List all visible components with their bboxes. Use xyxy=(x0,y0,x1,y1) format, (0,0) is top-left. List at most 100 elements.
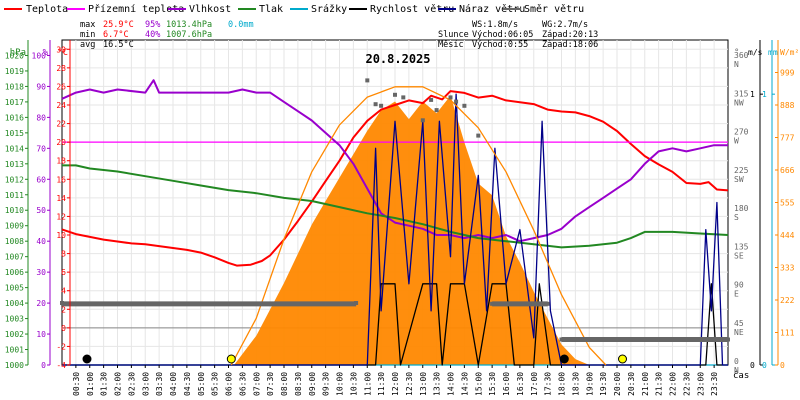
x-tick-label: 07:00 xyxy=(252,372,261,396)
wind-direction-point xyxy=(462,103,467,108)
series-slunecni-zareni-area xyxy=(234,95,590,365)
axis-tick-label: 777 xyxy=(780,134,795,143)
stat-sunset: Západ:20:13 xyxy=(542,30,598,40)
axis-tick-label: 180 xyxy=(734,204,749,213)
axis-tick-label: 45 xyxy=(734,319,744,328)
axis-tick-label: 1018 xyxy=(5,82,24,91)
x-tick-label: 03:00 xyxy=(141,372,150,396)
axis-tick-label: 30 xyxy=(36,268,46,277)
legend-teplota: Teplota xyxy=(26,4,68,15)
axis-tick-label: 555 xyxy=(780,199,795,208)
legend-swatch-naraz-vetru xyxy=(438,8,456,10)
x-tick-label: 09:00 xyxy=(308,372,317,396)
axis-tick-label: 20 xyxy=(36,299,46,308)
axis-tick-label: 1017 xyxy=(5,98,24,107)
axis-tick-label: 135 xyxy=(734,242,749,251)
axis-tick-label: 270 xyxy=(734,128,749,137)
x-tick-label: 01:00 xyxy=(86,372,95,396)
axis-unit: ° xyxy=(734,48,739,58)
axis-tick-label: 1013 xyxy=(5,160,24,169)
legend-swatch-teplota xyxy=(4,8,22,10)
x-tick-label: 08:30 xyxy=(294,372,303,396)
x-tick-label: 02:00 xyxy=(114,372,123,396)
stat-temp-min: 6.7°C xyxy=(103,30,129,40)
x-tick-label: 06:00 xyxy=(225,372,234,396)
wind-direction-point xyxy=(393,92,397,97)
wind-direction-points xyxy=(60,78,730,343)
x-tick-label: 12:00 xyxy=(391,372,400,396)
x-tick-label: 04:30 xyxy=(183,372,192,396)
x-tick-label: 01:30 xyxy=(100,372,109,396)
axis-tick-name: N xyxy=(734,366,739,375)
stat-avg-label: avg xyxy=(80,40,95,50)
legend-srazky: Srážky xyxy=(311,3,347,15)
axis-tick-label: 16 xyxy=(56,175,66,184)
series-naraz-vetru xyxy=(62,93,728,366)
axis-unit: mm xyxy=(768,48,778,57)
axis-tick-label: 100 xyxy=(32,51,47,60)
legend-swatch-rychlost-vetru xyxy=(349,8,367,10)
x-tick-label: 10:00 xyxy=(336,372,345,396)
axis-tick-label: 1011 xyxy=(5,191,24,200)
axis-tick-label: 22 xyxy=(56,120,66,129)
x-tick-label: 02:30 xyxy=(127,372,136,396)
axis-tick-label: 24 xyxy=(56,101,66,110)
legend: Teplota Přízemní teplota Vlhkost Tlak Sr… xyxy=(4,3,584,15)
wind-direction-point xyxy=(476,133,481,138)
stat-ws: WS:1.8m/s xyxy=(472,20,518,30)
legend-prizemni-teplota: Přízemní teplota xyxy=(88,3,184,15)
wind-direction-point xyxy=(490,301,495,306)
axis-tick-label: 1010 xyxy=(5,206,24,215)
x-tick-label: 19:00 xyxy=(585,372,594,396)
legend-vlhkost: Vlhkost xyxy=(189,4,231,15)
x-tick-label: 15:00 xyxy=(474,372,483,396)
axis-tick-label: 8 xyxy=(61,250,66,259)
axis-tick-label: 1016 xyxy=(5,113,24,122)
axis-tick-label: 1005 xyxy=(5,284,24,293)
stat-precip: 0.0mm xyxy=(228,20,254,30)
marker-vychod-slunce xyxy=(226,354,236,364)
axis-unit: °C xyxy=(57,48,68,58)
axis-tick-label: 1012 xyxy=(5,175,24,184)
axis-tick-label: 26 xyxy=(56,82,66,91)
wind-direction-point xyxy=(365,78,370,83)
axis-tick-label: 225 xyxy=(734,166,749,175)
axis-tick-label: 0 xyxy=(762,361,767,370)
axis-tick-label: 1 xyxy=(762,90,767,99)
axis-tick-label: 1001 xyxy=(5,346,24,355)
axis-tick-label: 1002 xyxy=(5,330,24,339)
chart-title: 20.8.2025 xyxy=(365,52,430,66)
axis-tick-label: 111 xyxy=(780,329,795,338)
series-slunecni-krivka xyxy=(230,86,607,366)
axis-tick-label: 360 xyxy=(734,51,749,60)
axis-tick-label: 1 xyxy=(750,90,755,99)
stat-hum-max: 95% xyxy=(145,20,160,30)
axis-unit: m/s xyxy=(748,48,763,57)
wind-direction-point xyxy=(420,118,425,123)
stat-moonrise: Východ:0:55 xyxy=(472,40,528,50)
legend-swatch-prizemni-teplota xyxy=(67,8,85,10)
axis-tick-label: 0 xyxy=(734,357,739,366)
axis-unit: W/m² xyxy=(780,48,799,57)
axis-tick-label: 1008 xyxy=(5,237,24,246)
stat-temp-avg: 16.5°C xyxy=(103,40,134,50)
x-tick-label: 13:30 xyxy=(433,372,442,396)
axis-tick-label: 30 xyxy=(56,45,66,54)
x-tick-label: 11:00 xyxy=(363,372,372,396)
series-teplota xyxy=(61,90,729,267)
axis-tick-label: -2 xyxy=(56,342,66,351)
x-tick-label: 19:30 xyxy=(599,372,608,396)
legend-swatch-smer-vetru xyxy=(503,8,521,10)
axis-tick-label: 222 xyxy=(780,296,795,305)
axis-tick-label: 60 xyxy=(36,175,46,184)
axis-tick-label: 1009 xyxy=(5,222,24,231)
axis-tick-label: 0 xyxy=(780,361,785,370)
stat-sun-label: Slunce xyxy=(438,30,469,40)
x-tick-label: 06:30 xyxy=(238,372,247,396)
solar-radiation-area xyxy=(234,95,590,365)
x-tick-label: 20:30 xyxy=(627,372,636,396)
wind-direction-point xyxy=(373,102,378,107)
axis-tick-label: 1014 xyxy=(5,144,24,153)
stats: max 25.9°C 95% 1013.4hPa 0.0mm min 6.7°C… xyxy=(80,20,598,50)
axis-tick-label: 1007 xyxy=(5,253,24,262)
